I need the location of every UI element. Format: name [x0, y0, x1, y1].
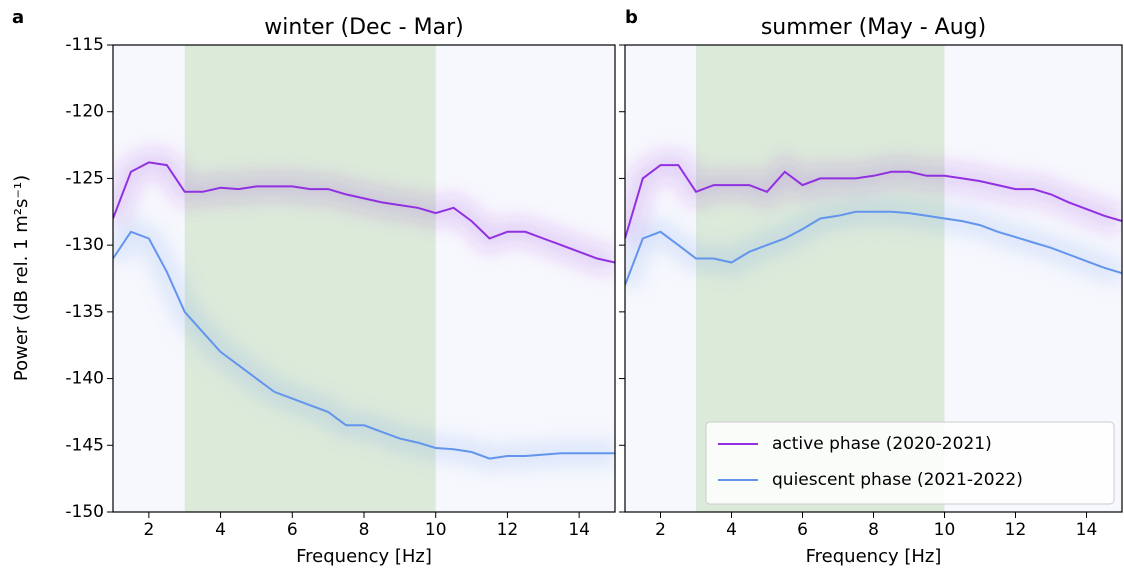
y-tick-label: -125 — [65, 168, 104, 188]
y-tick-label: -145 — [65, 435, 104, 455]
panel-letter: a — [12, 7, 24, 28]
x-tick-label: 12 — [497, 520, 519, 540]
y-tick-label: -140 — [65, 369, 104, 389]
x-tick-label: 10 — [425, 520, 447, 540]
x-axis-label: Frequency [Hz] — [296, 546, 432, 567]
panel-letter: b — [625, 7, 638, 28]
series-line — [113, 230, 615, 460]
x-tick-label: 6 — [287, 520, 298, 540]
legend: active phase (2020-2021) quiescent phase … — [705, 421, 1115, 505]
x-tick-label: 8 — [359, 520, 370, 540]
x-tick-label: 12 — [1005, 520, 1027, 540]
x-tick-label: 4 — [215, 520, 226, 540]
legend-label: active phase (2020-2021) — [772, 434, 992, 454]
x-tick-label: 10 — [934, 520, 956, 540]
x-tick-label: 2 — [143, 520, 154, 540]
y-axis-label: Power (dB rel. 1 m²s⁻¹) — [11, 175, 32, 381]
x-tick-label: 4 — [726, 520, 737, 540]
x-tick-label: 6 — [797, 520, 808, 540]
plot-area — [113, 45, 615, 512]
y-tick-label: -120 — [65, 102, 104, 122]
panel-title: winter (Dec - Mar) — [264, 15, 463, 40]
y-tick-label: -150 — [65, 502, 104, 522]
panel-title: summer (May - Aug) — [761, 15, 986, 40]
x-axis-label: Frequency [Hz] — [806, 546, 942, 567]
x-tick-label: 2 — [655, 520, 666, 540]
legend-box — [705, 421, 1115, 505]
series-line — [113, 161, 615, 264]
y-tick-label: -115 — [65, 35, 104, 55]
y-tick-label: -130 — [65, 235, 104, 255]
legend-label: quiescent phase (2021-2022) — [772, 470, 1023, 490]
x-tick-label: 14 — [1076, 520, 1098, 540]
series-line — [625, 164, 1122, 239]
series-line — [625, 210, 1122, 286]
x-tick-label: 14 — [568, 520, 590, 540]
x-tick-label: 8 — [868, 520, 879, 540]
y-tick-label: -135 — [65, 302, 104, 322]
